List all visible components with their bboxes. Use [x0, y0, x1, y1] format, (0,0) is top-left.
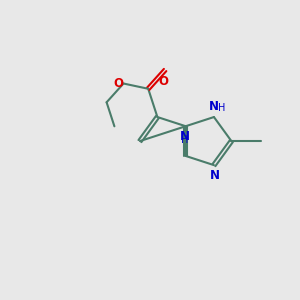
Text: N: N: [210, 169, 220, 182]
Text: O: O: [113, 77, 123, 90]
Text: H: H: [181, 135, 188, 145]
Text: O: O: [159, 75, 169, 88]
Text: N: N: [209, 100, 219, 113]
Text: N: N: [180, 130, 190, 143]
Text: H: H: [218, 103, 225, 113]
